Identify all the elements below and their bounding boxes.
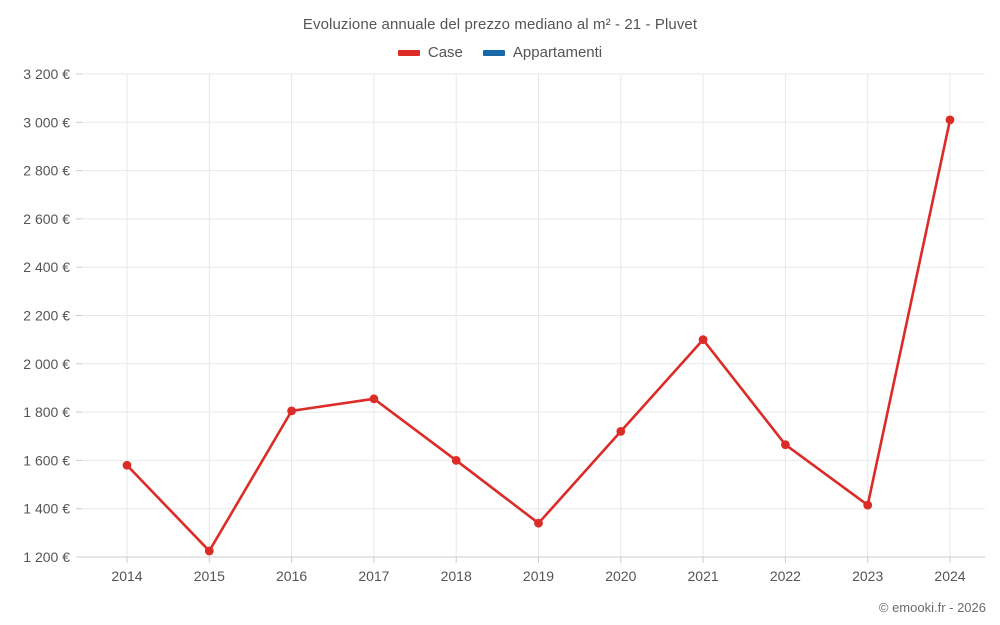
data-point-marker[interactable] [863,500,873,510]
data-point-marker[interactable] [287,406,296,416]
y-axis-tick-label: 2 000 € [23,356,70,372]
y-axis-tick-label: 2 200 € [23,308,70,324]
y-axis-tick-label: 3 000 € [23,114,70,130]
data-point-marker[interactable] [369,394,379,404]
data-point-marker[interactable] [204,546,214,556]
data-point-marker[interactable] [616,427,626,436]
y-axis-tick-label: 1 800 € [23,404,70,420]
y-axis-tick-label: 2 800 € [23,163,70,179]
legend-label-case: Case [427,44,463,61]
data-point-marker[interactable] [781,440,790,450]
data-point-marker[interactable] [698,335,708,345]
x-axis-tick-labels: 2014 2015 2016 2017 2018 2019 2020 2021 2022 2023… [111,568,965,584]
data-series-layer [122,115,955,556]
grid-lines [82,73,985,558]
legend-item-case[interactable]: Case [397,44,463,61]
x-axis-tick-label: 2021 [688,568,719,584]
x-axis-tick-label: 2015 [194,568,225,584]
x-axis-tick-label: 2020 [605,568,636,584]
copyright-credit: © emooki.fr - 2026 [878,600,986,615]
x-axis-tick-label: 2016 [276,568,307,584]
y-axis-tick-label: 2 600 € [23,211,70,227]
x-axis-tick-label: 2024 [934,568,965,584]
y-axis-tick-label: 1 400 € [23,501,70,517]
y-axis-tick-label: 2 400 € [23,259,70,275]
data-point-marker[interactable] [945,115,955,125]
x-axis-tick-label: 2019 [523,568,554,584]
y-axis-tick-label: 3 200 € [23,66,70,82]
legend-item-appartamenti[interactable]: Appartamenti [482,44,603,61]
x-axis-tick-label: 2017 [358,568,389,584]
x-axis-tick-label: 2023 [852,568,883,584]
x-axis-tick-label: 2014 [111,568,142,584]
legend-swatch-case [397,49,420,56]
data-point-marker[interactable] [122,460,132,470]
chart-legend: Case Appartamenti [0,44,1000,61]
chart-title: Evoluzione annuale del prezzo mediano al… [302,16,698,33]
y-axis-tick-label: 1 600 € [23,452,70,468]
y-axis-tick-labels: 1 200 € 1 400 € 1 600 € 1 800 € 2 000 € 2 200… [23,66,70,565]
x-axis-tick-label: 2018 [441,568,472,584]
x-axis-tick-label: 2022 [770,568,801,584]
data-point-marker[interactable] [534,518,543,528]
axis-lines [76,73,985,563]
y-axis-tick-label: 1 200 € [23,549,70,565]
data-point-marker[interactable] [451,456,461,465]
legend-label-appartamenti: Appartamenti [512,44,603,61]
legend-swatch-appartamenti [482,49,505,56]
